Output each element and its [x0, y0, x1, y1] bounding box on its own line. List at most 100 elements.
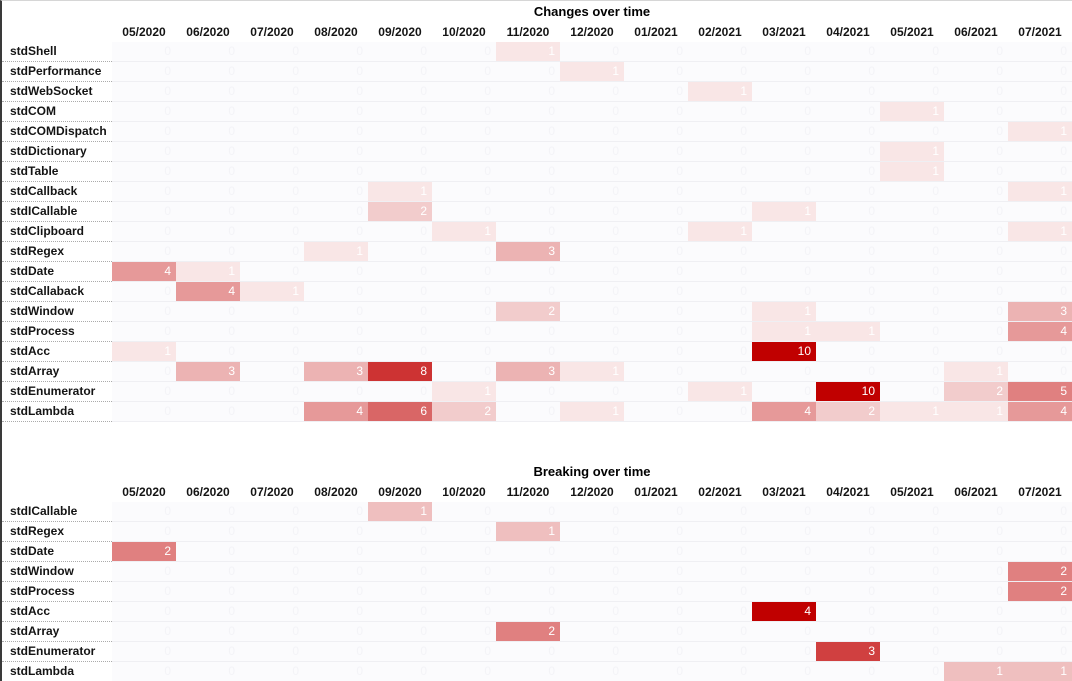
heat-cell-stdClipboard-02-2021[interactable]: 1	[688, 222, 752, 242]
heat-cell-stdDate-08-2020[interactable]: 0	[304, 542, 368, 562]
column-header-01-2021[interactable]: 01/2021	[634, 485, 678, 499]
heat-cell-stdAcc-05-2020[interactable]: 1	[112, 342, 176, 362]
heat-cell-stdProcess-03-2021[interactable]: 1	[752, 322, 816, 342]
heat-cell-stdWindow-07-2020[interactable]: 0	[240, 562, 304, 582]
heat-cell-stdLambda-08-2020[interactable]: 4	[304, 402, 368, 422]
heat-cell-stdRegex-10-2020[interactable]: 0	[432, 242, 496, 262]
heat-cell-stdWebSocket-09-2020[interactable]: 0	[368, 82, 432, 102]
heat-cell-stdDate-09-2020[interactable]: 0	[368, 542, 432, 562]
heat-cell-stdLambda-07-2021[interactable]: 4	[1008, 402, 1072, 422]
heat-cell-stdLambda-12-2020[interactable]: 0	[560, 662, 624, 681]
heat-cell-stdICallable-06-2021[interactable]: 0	[944, 202, 1008, 222]
heat-cell-stdWindow-09-2020[interactable]: 0	[368, 302, 432, 322]
heat-cell-stdArray-10-2020[interactable]: 0	[432, 622, 496, 642]
heat-cell-stdICallable-06-2020[interactable]: 0	[176, 202, 240, 222]
heat-cell-stdWebSocket-03-2021[interactable]: 0	[752, 82, 816, 102]
heat-cell-stdClipboard-06-2021[interactable]: 0	[944, 222, 1008, 242]
heat-cell-stdDate-06-2021[interactable]: 0	[944, 542, 1008, 562]
heat-cell-stdAcc-11-2020[interactable]: 0	[496, 602, 560, 622]
heat-cell-stdDictionary-11-2020[interactable]: 0	[496, 142, 560, 162]
heat-cell-stdTable-09-2020[interactable]: 0	[368, 162, 432, 182]
heat-cell-stdArray-03-2021[interactable]: 0	[752, 622, 816, 642]
heat-cell-stdICallable-09-2020[interactable]: 1	[368, 502, 432, 522]
heat-cell-stdAcc-01-2021[interactable]: 0	[624, 602, 688, 622]
heat-cell-stdTable-06-2021[interactable]: 0	[944, 162, 1008, 182]
heat-cell-stdCOM-04-2021[interactable]: 0	[816, 102, 880, 122]
heat-cell-stdDate-09-2020[interactable]: 0	[368, 262, 432, 282]
heat-cell-stdICallable-04-2021[interactable]: 0	[816, 502, 880, 522]
heat-cell-stdClipboard-09-2020[interactable]: 0	[368, 222, 432, 242]
heat-cell-stdArray-05-2020[interactable]: 0	[112, 622, 176, 642]
heat-cell-stdTable-05-2020[interactable]: 0	[112, 162, 176, 182]
heat-cell-stdDate-12-2020[interactable]: 0	[560, 262, 624, 282]
heat-cell-stdArray-11-2020[interactable]: 2	[496, 622, 560, 642]
heat-cell-stdRegex-03-2021[interactable]: 0	[752, 242, 816, 262]
heat-cell-stdDate-06-2020[interactable]: 0	[176, 542, 240, 562]
heat-cell-stdWindow-06-2020[interactable]: 0	[176, 302, 240, 322]
heat-cell-stdWindow-04-2021[interactable]: 0	[816, 562, 880, 582]
heat-cell-stdDate-02-2021[interactable]: 0	[688, 262, 752, 282]
heat-cell-stdShell-10-2020[interactable]: 0	[432, 42, 496, 62]
heat-cell-stdDictionary-07-2021[interactable]: 0	[1008, 142, 1072, 162]
heat-cell-stdDictionary-02-2021[interactable]: 0	[688, 142, 752, 162]
heat-cell-stdDate-11-2020[interactable]: 0	[496, 542, 560, 562]
heat-cell-stdDate-05-2021[interactable]: 0	[880, 542, 944, 562]
row-label-stdICallable[interactable]: stdICallable	[2, 502, 112, 522]
heat-cell-stdLambda-03-2021[interactable]: 0	[752, 662, 816, 681]
heat-cell-stdWindow-03-2021[interactable]: 0	[752, 562, 816, 582]
heat-cell-stdAcc-07-2021[interactable]: 0	[1008, 602, 1072, 622]
heat-cell-stdRegex-05-2020[interactable]: 0	[112, 522, 176, 542]
heat-cell-stdDictionary-10-2020[interactable]: 0	[432, 142, 496, 162]
heat-cell-stdRegex-01-2021[interactable]: 0	[624, 242, 688, 262]
row-label-stdCOM[interactable]: stdCOM	[2, 102, 112, 122]
column-header-07-2021[interactable]: 07/2021	[1018, 25, 1062, 39]
row-label-stdClipboard[interactable]: stdClipboard	[2, 222, 112, 242]
heat-cell-stdTable-02-2021[interactable]: 0	[688, 162, 752, 182]
heat-cell-stdRegex-08-2020[interactable]: 0	[304, 522, 368, 542]
heat-cell-stdWebSocket-10-2020[interactable]: 0	[432, 82, 496, 102]
heat-cell-stdShell-03-2021[interactable]: 0	[752, 42, 816, 62]
heat-cell-stdCOM-09-2020[interactable]: 0	[368, 102, 432, 122]
heat-cell-stdProcess-05-2020[interactable]: 0	[112, 322, 176, 342]
heat-cell-stdPerformance-07-2020[interactable]: 0	[240, 62, 304, 82]
heat-cell-stdDate-05-2021[interactable]: 0	[880, 262, 944, 282]
heat-cell-stdCallback-05-2020[interactable]: 0	[112, 182, 176, 202]
heat-cell-stdWindow-12-2020[interactable]: 0	[560, 302, 624, 322]
heat-cell-stdLambda-06-2020[interactable]: 0	[176, 662, 240, 681]
heat-cell-stdWindow-06-2021[interactable]: 0	[944, 302, 1008, 322]
row-label-stdWindow[interactable]: stdWindow	[2, 302, 112, 322]
heat-cell-stdWebSocket-08-2020[interactable]: 0	[304, 82, 368, 102]
heat-cell-stdCallaback-06-2021[interactable]: 0	[944, 282, 1008, 302]
heat-cell-stdPerformance-04-2021[interactable]: 0	[816, 62, 880, 82]
heat-cell-stdEnumerator-05-2021[interactable]: 0	[880, 382, 944, 402]
row-label-stdArray[interactable]: stdArray	[2, 622, 112, 642]
heat-cell-stdShell-07-2021[interactable]: 0	[1008, 42, 1072, 62]
heat-cell-stdEnumerator-01-2021[interactable]: 0	[624, 642, 688, 662]
heat-cell-stdCallback-05-2021[interactable]: 0	[880, 182, 944, 202]
heat-cell-stdPerformance-12-2020[interactable]: 1	[560, 62, 624, 82]
heat-cell-stdProcess-07-2020[interactable]: 0	[240, 582, 304, 602]
heat-cell-stdWebSocket-06-2020[interactable]: 0	[176, 82, 240, 102]
heat-cell-stdDate-07-2020[interactable]: 0	[240, 262, 304, 282]
heat-cell-stdICallable-08-2020[interactable]: 0	[304, 502, 368, 522]
heat-cell-stdPerformance-06-2020[interactable]: 0	[176, 62, 240, 82]
heat-cell-stdProcess-04-2021[interactable]: 1	[816, 322, 880, 342]
column-header-05-2021[interactable]: 05/2021	[890, 485, 934, 499]
heat-cell-stdRegex-04-2021[interactable]: 0	[816, 242, 880, 262]
heat-cell-stdAcc-10-2020[interactable]: 0	[432, 602, 496, 622]
heat-cell-stdPerformance-09-2020[interactable]: 0	[368, 62, 432, 82]
column-header-11-2020[interactable]: 11/2020	[506, 485, 550, 499]
heat-cell-stdCallaback-09-2020[interactable]: 0	[368, 282, 432, 302]
heat-cell-stdWindow-06-2020[interactable]: 0	[176, 562, 240, 582]
heat-cell-stdWindow-02-2021[interactable]: 0	[688, 562, 752, 582]
heat-cell-stdEnumerator-07-2021[interactable]: 0	[1008, 642, 1072, 662]
heat-cell-stdLambda-06-2020[interactable]: 0	[176, 402, 240, 422]
heat-cell-stdProcess-12-2020[interactable]: 0	[560, 322, 624, 342]
heat-cell-stdArray-03-2021[interactable]: 0	[752, 362, 816, 382]
column-header-05-2020[interactable]: 05/2020	[122, 485, 166, 499]
heat-cell-stdICallable-11-2020[interactable]: 0	[496, 502, 560, 522]
heat-cell-stdWindow-07-2021[interactable]: 2	[1008, 562, 1072, 582]
heat-cell-stdCallback-09-2020[interactable]: 1	[368, 182, 432, 202]
heat-cell-stdEnumerator-04-2021[interactable]: 10	[816, 382, 880, 402]
row-label-stdAcc[interactable]: stdAcc	[2, 342, 112, 362]
